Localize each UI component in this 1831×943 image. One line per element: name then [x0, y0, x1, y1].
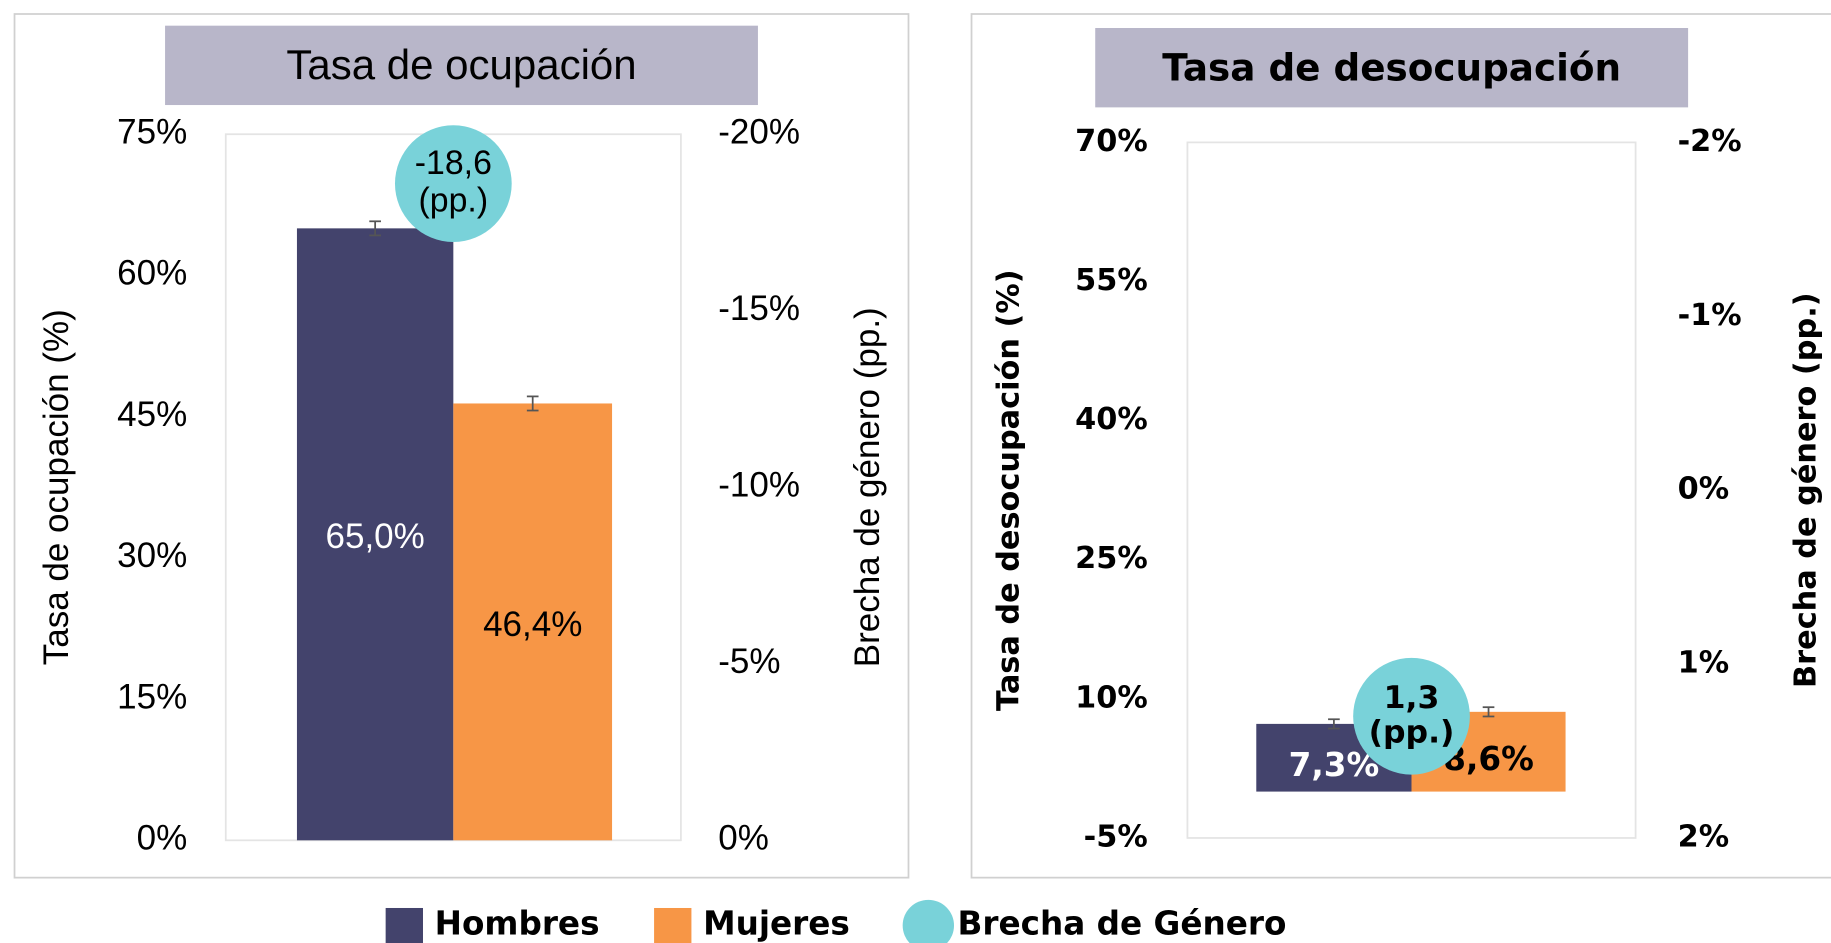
title-box	[165, 25, 758, 106]
y-tick-label: 75%	[117, 112, 187, 151]
y-tick-label: 0%	[137, 819, 188, 858]
y-tick-label: 30%	[117, 536, 187, 575]
y-axis-title: Tasa de desocupación (%)	[992, 269, 1027, 711]
y2-tick-label: 2%	[1678, 819, 1729, 854]
bar	[296, 228, 454, 841]
bar	[453, 403, 613, 841]
legend-label: Hombres	[435, 904, 600, 942]
y2-tick-label: 0%	[718, 819, 769, 858]
chart-title: Tasa de ocupación	[286, 41, 636, 88]
error-bar	[369, 220, 381, 237]
gap-bubble	[394, 125, 512, 242]
y-tick-label: 60%	[117, 254, 187, 293]
y-tick-label: 25%	[1075, 541, 1148, 576]
value-label: 46,4%	[483, 605, 582, 644]
y-tick-label: 15%	[117, 677, 187, 716]
y-axis-title: Tasa de ocupación (%)	[37, 309, 76, 665]
y-tick-label: 45%	[117, 395, 187, 434]
y2-tick-label: -15%	[718, 289, 800, 328]
y-tick-label: -5%	[1084, 819, 1148, 854]
y-tick-label: 70%	[1075, 124, 1148, 159]
plot-area	[1186, 141, 1637, 839]
gap-label: -18,6 (pp.)	[415, 144, 492, 219]
error-bar	[1328, 718, 1340, 730]
y2-tick-label: -1%	[1678, 298, 1742, 333]
y2-tick-label: 0%	[1678, 472, 1729, 507]
y2-tick-label: -20%	[718, 112, 800, 151]
y2-tick-label: -10%	[718, 466, 800, 505]
y2-tick-label: -5%	[718, 642, 780, 681]
value-label: 65,0%	[326, 517, 425, 556]
legend-swatch	[902, 899, 955, 943]
y2-tick-label: 1%	[1678, 646, 1729, 681]
y2-tick-label: -2%	[1678, 124, 1742, 159]
y-tick-label: 10%	[1075, 680, 1148, 715]
legend-swatch	[385, 907, 423, 943]
chart-title: Tasa de desocupación	[1162, 46, 1621, 90]
gap-bubble	[1353, 657, 1470, 775]
title-box	[1095, 28, 1689, 108]
y2-axis-title: Brecha de género (pp.)	[1789, 292, 1824, 688]
error-bar	[1482, 706, 1495, 718]
y-tick-label: 55%	[1075, 263, 1148, 298]
legend-label: Mujeres	[703, 904, 850, 942]
error-bar	[526, 395, 539, 412]
gap-label: 1,3 (pp.)	[1369, 680, 1455, 751]
y-tick-label: 40%	[1075, 402, 1148, 437]
legend-label: Brecha de Género	[958, 904, 1287, 942]
legend-swatch	[654, 907, 692, 943]
y2-axis-title: Brecha de género (pp.)	[848, 307, 887, 667]
value-label: 7,3%	[1289, 746, 1380, 784]
